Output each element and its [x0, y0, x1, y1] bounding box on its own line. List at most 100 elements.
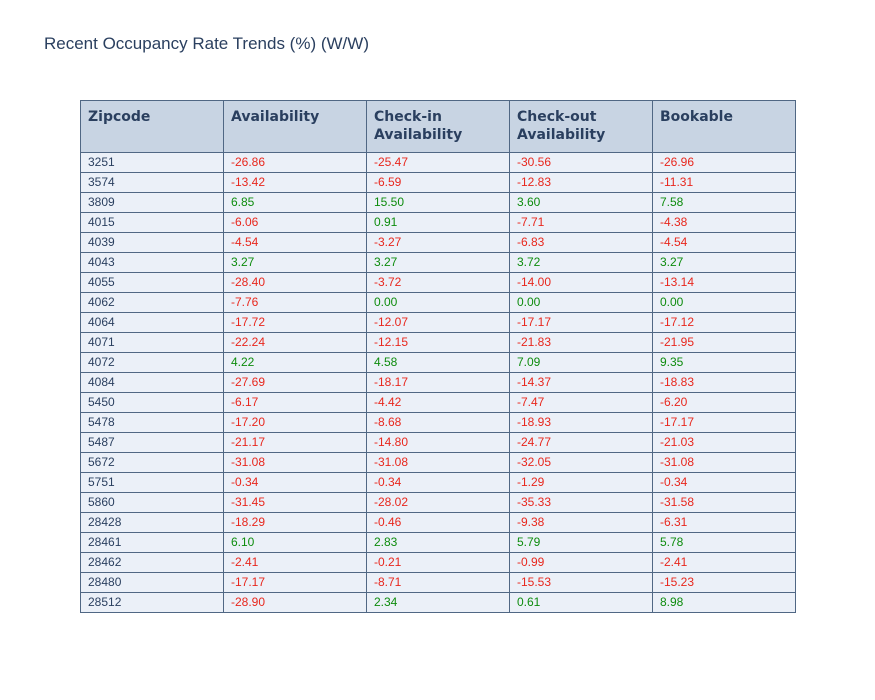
cell-bookable: -4.38	[652, 212, 796, 233]
cell-availability: -17.72	[223, 312, 367, 333]
cell-checkin: -31.08	[366, 452, 510, 473]
cell-availability: -31.45	[223, 492, 367, 513]
cell-availability: -13.42	[223, 172, 367, 193]
table-row: 28461 6.10 2.83 5.79 5.78	[80, 532, 796, 553]
cell-checkin: -28.02	[366, 492, 510, 513]
cell-availability: 6.10	[223, 532, 367, 553]
cell-availability: -17.20	[223, 412, 367, 433]
table-row: 4039 -4.54 -3.27 -6.83 -4.54	[80, 232, 796, 253]
cell-zipcode: 5478	[80, 412, 224, 433]
cell-bookable: -18.83	[652, 372, 796, 393]
cell-bookable: -15.23	[652, 572, 796, 593]
cell-checkout: 7.09	[509, 352, 653, 373]
cell-bookable: 7.58	[652, 192, 796, 213]
cell-availability: -21.17	[223, 432, 367, 453]
cell-zipcode: 4015	[80, 212, 224, 233]
cell-checkout: -35.33	[509, 492, 653, 513]
cell-zipcode: 4055	[80, 272, 224, 293]
header-availability: Availability	[223, 100, 367, 153]
cell-checkout: -15.53	[509, 572, 653, 593]
table-row: 3251 -26.86 -25.47 -30.56 -26.96	[80, 152, 796, 173]
cell-checkin: 4.58	[366, 352, 510, 373]
cell-checkin: -0.21	[366, 552, 510, 573]
table-row: 4084 -27.69 -18.17 -14.37 -18.83	[80, 372, 796, 393]
cell-availability: -17.17	[223, 572, 367, 593]
table-row: 3809 6.85 15.50 3.60 7.58	[80, 192, 796, 213]
cell-checkin: 2.83	[366, 532, 510, 553]
cell-checkin: -3.27	[366, 232, 510, 253]
cell-zipcode: 4084	[80, 372, 224, 393]
cell-availability: -28.40	[223, 272, 367, 293]
cell-checkout: 3.72	[509, 252, 653, 273]
cell-availability: -0.34	[223, 472, 367, 493]
cell-bookable: -13.14	[652, 272, 796, 293]
cell-checkin: -14.80	[366, 432, 510, 453]
cell-checkin: -3.72	[366, 272, 510, 293]
cell-availability: -4.54	[223, 232, 367, 253]
cell-bookable: -4.54	[652, 232, 796, 253]
cell-bookable: -6.31	[652, 512, 796, 533]
cell-bookable: 9.35	[652, 352, 796, 373]
cell-availability: -6.17	[223, 392, 367, 413]
cell-zipcode: 28462	[80, 552, 224, 573]
cell-checkin: -4.42	[366, 392, 510, 413]
cell-checkin: -6.59	[366, 172, 510, 193]
cell-checkin: 0.91	[366, 212, 510, 233]
table-row: 3574 -13.42 -6.59 -12.83 -11.31	[80, 172, 796, 193]
cell-checkin: -25.47	[366, 152, 510, 173]
cell-zipcode: 4072	[80, 352, 224, 373]
table-row: 5672 -31.08 -31.08 -32.05 -31.08	[80, 452, 796, 473]
cell-checkin: -8.68	[366, 412, 510, 433]
cell-checkout: -6.83	[509, 232, 653, 253]
cell-bookable: -31.08	[652, 452, 796, 473]
cell-zipcode: 5487	[80, 432, 224, 453]
cell-zipcode: 28512	[80, 592, 224, 613]
cell-checkout: -32.05	[509, 452, 653, 473]
cell-checkout: 3.60	[509, 192, 653, 213]
cell-checkin: 0.00	[366, 292, 510, 313]
cell-checkout: -14.00	[509, 272, 653, 293]
cell-availability: -31.08	[223, 452, 367, 473]
cell-bookable: -21.95	[652, 332, 796, 353]
table-row: 5450 -6.17 -4.42 -7.47 -6.20	[80, 392, 796, 413]
cell-zipcode: 5672	[80, 452, 224, 473]
cell-checkin: -12.15	[366, 332, 510, 353]
cell-checkout: -14.37	[509, 372, 653, 393]
cell-zipcode: 28480	[80, 572, 224, 593]
cell-bookable: -2.41	[652, 552, 796, 573]
cell-bookable: 3.27	[652, 252, 796, 273]
cell-zipcode: 4062	[80, 292, 224, 313]
cell-zipcode: 3809	[80, 192, 224, 213]
table-row: 4043 3.27 3.27 3.72 3.27	[80, 252, 796, 273]
cell-bookable: -6.20	[652, 392, 796, 413]
table-row: 4055 -28.40 -3.72 -14.00 -13.14	[80, 272, 796, 293]
cell-bookable: -11.31	[652, 172, 796, 193]
cell-availability: 4.22	[223, 352, 367, 373]
cell-availability: -2.41	[223, 552, 367, 573]
cell-checkin: -18.17	[366, 372, 510, 393]
table-row: 28428 -18.29 -0.46 -9.38 -6.31	[80, 512, 796, 533]
cell-availability: -26.86	[223, 152, 367, 173]
cell-checkin: -0.46	[366, 512, 510, 533]
cell-checkout: -12.83	[509, 172, 653, 193]
cell-checkin: 15.50	[366, 192, 510, 213]
cell-checkin: 3.27	[366, 252, 510, 273]
table-row: 28462 -2.41 -0.21 -0.99 -2.41	[80, 552, 796, 573]
cell-checkout: -0.99	[509, 552, 653, 573]
cell-bookable: -21.03	[652, 432, 796, 453]
header-bookable: Bookable	[652, 100, 796, 153]
cell-availability: -22.24	[223, 332, 367, 353]
cell-availability: -7.76	[223, 292, 367, 313]
table-row: 5487 -21.17 -14.80 -24.77 -21.03	[80, 432, 796, 453]
chart-title: Recent Occupancy Rate Trends (%) (W/W)	[44, 34, 369, 53]
table-viewport[interactable]: Zipcode Availability Check-in Availabili…	[80, 100, 796, 620]
table-row: 4062 -7.76 0.00 0.00 0.00	[80, 292, 796, 313]
cell-checkout: 0.00	[509, 292, 653, 313]
cell-availability: -6.06	[223, 212, 367, 233]
cell-zipcode: 3574	[80, 172, 224, 193]
cell-bookable: -26.96	[652, 152, 796, 173]
table-row: 28480 -17.17 -8.71 -15.53 -15.23	[80, 572, 796, 593]
table-row: 4064 -17.72 -12.07 -17.17 -17.12	[80, 312, 796, 333]
cell-bookable: 8.98	[652, 592, 796, 613]
table-row: 4015 -6.06 0.91 -7.71 -4.38	[80, 212, 796, 233]
